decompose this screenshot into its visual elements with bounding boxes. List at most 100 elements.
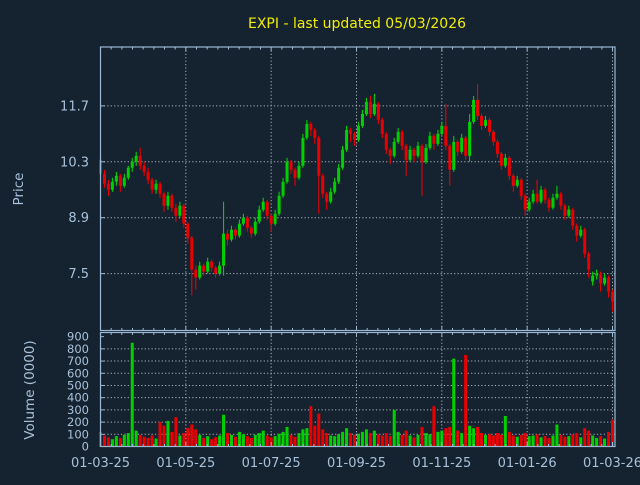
candle-body: [360, 113, 364, 126]
candle-body: [472, 99, 476, 122]
volume-bar: [483, 434, 487, 447]
candle-body: [114, 175, 118, 182]
candle-body: [511, 175, 515, 186]
volume-bar: [440, 430, 444, 447]
volume-bar: [126, 433, 130, 447]
candle-body: [579, 229, 583, 236]
volume-bar: [412, 437, 416, 447]
volume-bar: [130, 342, 134, 447]
volume-bar: [273, 436, 277, 447]
volume-bar: [547, 437, 551, 447]
price-tick-label: 7.5: [68, 267, 89, 282]
volume-bar: [551, 435, 555, 447]
volume-tick-label: 0: [82, 440, 89, 454]
candle-body: [535, 193, 539, 202]
candle-body: [166, 195, 170, 206]
volume-tick-label: 900: [67, 330, 89, 344]
candle-body: [273, 213, 277, 224]
candle-body: [182, 205, 186, 224]
x-tick-label: 01-09-25: [327, 456, 386, 471]
volume-bar: [575, 433, 579, 447]
volume-bar: [349, 433, 353, 447]
volume-bar: [392, 409, 396, 447]
candle-body: [241, 217, 245, 224]
candle-body: [265, 201, 269, 216]
volume-bar: [170, 431, 174, 447]
volume-bar: [452, 358, 456, 447]
volume-bar: [428, 434, 432, 447]
volume-bar: [436, 431, 440, 447]
volume-bar: [289, 434, 293, 447]
volume-bar: [495, 433, 499, 447]
candle-body: [206, 261, 210, 272]
candle-body: [150, 179, 154, 190]
volume-bar: [245, 436, 249, 447]
candle-body: [317, 137, 321, 176]
volume-bar: [388, 436, 392, 447]
candle-body: [408, 149, 412, 160]
volume-bar: [277, 433, 281, 447]
volume-tick-label: 200: [67, 415, 89, 429]
candle-body: [555, 193, 559, 198]
candle-body: [122, 177, 126, 186]
candle-body: [261, 201, 265, 210]
candle-body: [559, 193, 563, 206]
candle-body: [480, 115, 484, 126]
candle-body: [162, 193, 166, 206]
volume-bar: [182, 433, 186, 447]
volume-bar: [301, 429, 305, 447]
candle-body: [218, 265, 222, 274]
candle-body: [468, 121, 472, 156]
candle-body: [432, 135, 436, 144]
volume-bar: [297, 433, 301, 447]
volume-bar: [186, 428, 190, 447]
candle-body: [416, 145, 420, 156]
volume-bar: [460, 433, 464, 447]
volume-bar: [202, 437, 206, 447]
candle-body: [491, 131, 495, 142]
candle-body: [595, 273, 599, 276]
candle-body: [364, 101, 368, 114]
candle-body: [428, 135, 432, 148]
volume-bar: [607, 431, 611, 447]
volume-bar: [603, 438, 607, 447]
volume-bar: [523, 433, 527, 447]
volume-bar: [531, 435, 535, 447]
volume-bar: [313, 425, 317, 447]
x-tick-label: 01-01-26: [498, 456, 557, 471]
candle-body: [349, 129, 353, 134]
candle-body: [106, 183, 110, 190]
candle-body: [138, 155, 142, 166]
volume-bar: [214, 437, 218, 447]
volume-bar: [360, 431, 364, 447]
candle-body: [476, 99, 480, 116]
candle-body: [495, 141, 499, 154]
volume-bar: [599, 436, 603, 447]
volume-bar: [222, 414, 226, 447]
volume-bar: [420, 426, 424, 447]
candle-body: [372, 103, 376, 114]
candle-body: [245, 217, 249, 228]
volume-bar: [237, 431, 241, 447]
volume-bar: [345, 428, 349, 447]
volume-tick-label: 400: [67, 391, 89, 405]
x-tick-label: 01-11-25: [412, 456, 471, 471]
chart-title: EXPI - last updated 05/03/2026: [248, 16, 466, 32]
volume-bar: [281, 431, 285, 447]
volume-bar: [233, 436, 237, 447]
volume-bar: [206, 436, 210, 447]
volume-bar: [611, 419, 614, 447]
volume-bar: [476, 426, 480, 447]
candle-body: [233, 229, 237, 236]
candle-body: [380, 119, 384, 134]
volume-bar: [595, 437, 599, 447]
candle-body: [483, 119, 487, 126]
volume-bar: [118, 437, 122, 447]
candle-body: [499, 153, 503, 166]
candle-body: [388, 149, 392, 156]
volume-bar: [194, 429, 198, 447]
volume-bar: [134, 430, 138, 447]
volume-bar: [591, 435, 595, 447]
volume-bar: [293, 436, 297, 447]
